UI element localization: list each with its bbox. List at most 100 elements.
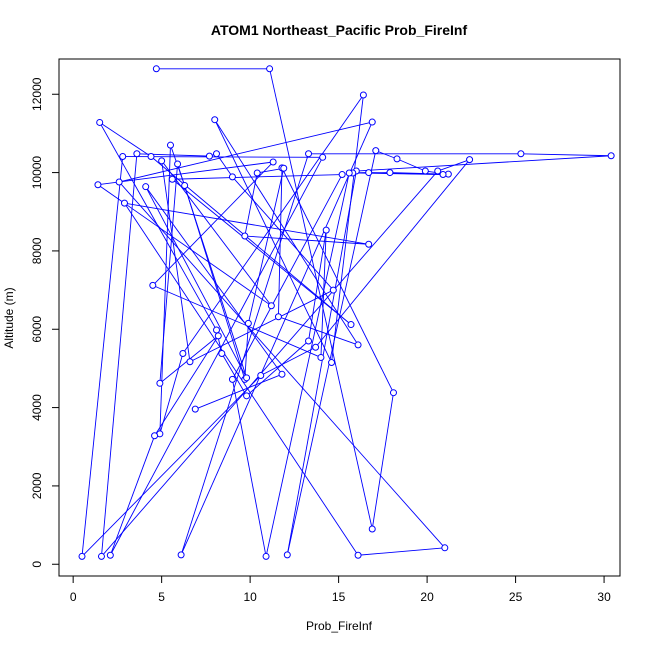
series-segment — [180, 153, 309, 555]
x-tick-label: 30 — [597, 590, 611, 604]
series-segment — [214, 119, 332, 363]
data-point — [372, 147, 380, 155]
series-segment — [101, 153, 138, 557]
series-segment — [154, 335, 219, 437]
series-segment — [371, 392, 394, 530]
data-point — [166, 141, 174, 149]
data-point — [345, 169, 353, 177]
data-point — [257, 371, 265, 379]
data-point — [94, 181, 102, 189]
data-point — [158, 157, 166, 165]
series-segment — [331, 94, 364, 363]
data-point — [441, 544, 449, 552]
series-segment — [437, 159, 470, 172]
data-point — [278, 370, 286, 378]
series-segment — [278, 316, 359, 346]
data-point — [421, 167, 429, 175]
data-point — [96, 118, 104, 126]
data-point — [338, 171, 346, 179]
series-segment — [171, 178, 352, 325]
data-point — [228, 173, 236, 181]
data-point — [174, 160, 182, 168]
data-point — [368, 525, 376, 533]
chart-title: ATOM1 Northeast_Pacific Prob_FireInf — [211, 22, 468, 38]
data-point — [312, 343, 320, 351]
data-point — [267, 302, 275, 310]
data-point — [243, 374, 251, 382]
data-point — [434, 167, 442, 175]
data-point — [244, 319, 252, 327]
data-point — [517, 150, 525, 158]
series-segment — [172, 174, 343, 180]
data-point — [119, 153, 127, 161]
data-point — [359, 91, 367, 99]
series-segment — [216, 153, 233, 178]
series-segment — [232, 174, 343, 380]
data-point — [213, 150, 221, 158]
data-point — [228, 375, 236, 383]
x-tick-label: 0 — [70, 590, 77, 604]
series-segment — [308, 230, 327, 342]
data-point — [253, 169, 261, 177]
data-point — [179, 350, 187, 358]
data-point — [152, 65, 160, 73]
series-segment — [286, 170, 357, 555]
data-point — [205, 152, 213, 160]
data-point — [368, 118, 376, 126]
data-point — [386, 169, 394, 177]
series-segment — [101, 170, 439, 557]
series-segment — [145, 186, 247, 379]
data-point — [120, 199, 128, 207]
x-axis: 0 5 10 15 20 25 30 — [70, 575, 611, 604]
data-point — [607, 152, 615, 160]
x-axis-label: Prob_FireInf — [306, 619, 373, 633]
data-point — [274, 313, 282, 321]
series-segment — [97, 161, 274, 186]
series-segment — [109, 157, 324, 556]
y-tick-label: 10000 — [30, 156, 44, 190]
data-point — [365, 169, 373, 177]
data-point — [181, 182, 189, 190]
y-axis: 0 2000 4000 6000 8000 10000 12000 — [30, 77, 60, 568]
data-point — [133, 150, 141, 158]
y-tick-label: 6000 — [30, 316, 44, 343]
data-point — [319, 153, 327, 161]
series-segment — [145, 186, 283, 375]
y-tick-label: 2000 — [30, 472, 44, 499]
x-tick-label: 20 — [420, 590, 434, 604]
data-point — [186, 358, 194, 366]
data-point — [241, 232, 249, 240]
data-point — [115, 178, 123, 186]
series-segment — [247, 168, 285, 324]
data-point — [156, 379, 164, 387]
series-segment — [265, 172, 350, 557]
x-tick-label: 5 — [158, 590, 165, 604]
data-point — [317, 353, 325, 361]
data-point — [97, 552, 105, 560]
series-segment — [189, 289, 334, 363]
series-segment — [375, 150, 398, 160]
data-point — [151, 432, 159, 440]
series-segment — [124, 202, 369, 245]
series-segment — [195, 373, 283, 410]
data-point — [177, 551, 185, 559]
series-segment — [232, 176, 334, 291]
data-point — [439, 171, 447, 179]
data-point — [168, 175, 176, 183]
data-point — [147, 153, 155, 161]
x-tick-label: 10 — [243, 590, 257, 604]
y-tick-label: 12000 — [30, 77, 44, 111]
data-point — [78, 552, 86, 560]
data-point — [305, 337, 313, 345]
data-point — [106, 551, 114, 559]
data-point — [354, 341, 362, 349]
data-point — [354, 551, 362, 559]
series-segment — [122, 156, 323, 158]
series-segment — [358, 547, 445, 556]
data-point — [283, 551, 291, 559]
series-segment — [152, 161, 274, 286]
series-segment — [244, 172, 258, 237]
data-point — [213, 326, 221, 334]
series-segment — [81, 156, 124, 557]
